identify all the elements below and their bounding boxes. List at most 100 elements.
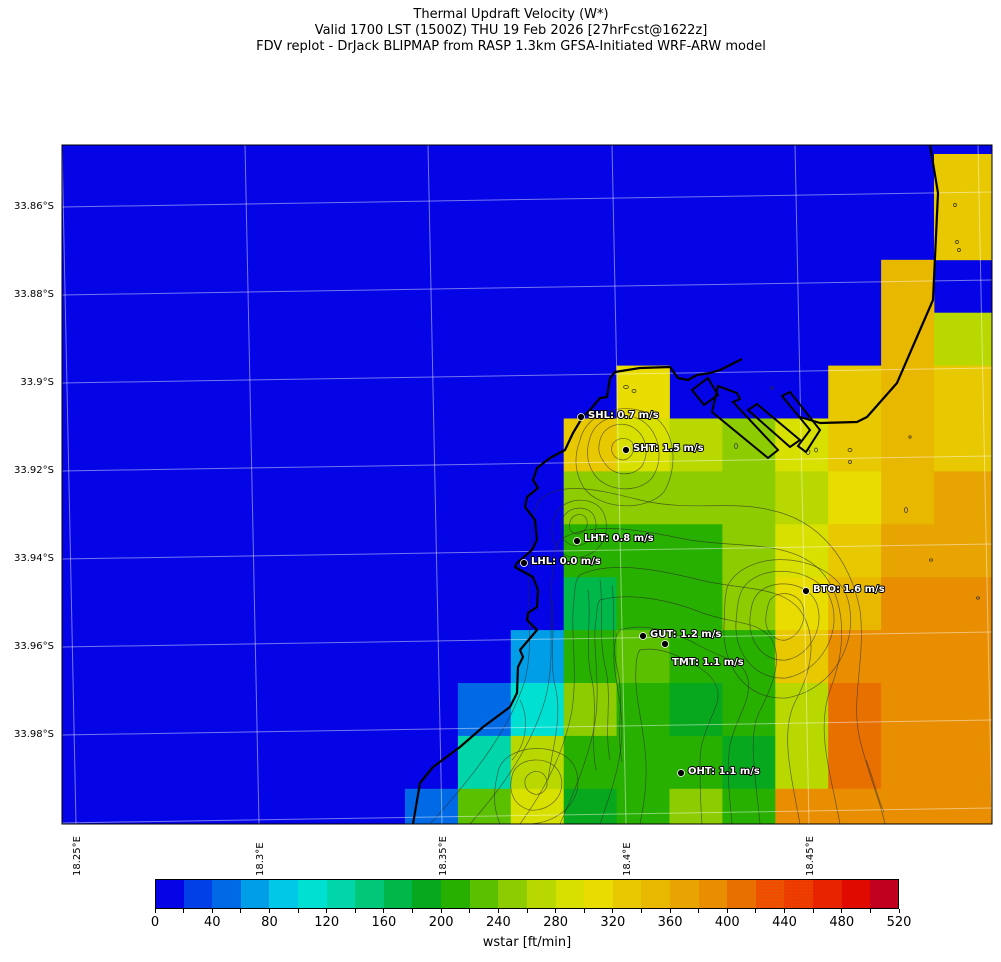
colorbar-tick — [354, 909, 356, 913]
colorbar-tick — [412, 909, 414, 913]
wstar-cell — [616, 788, 670, 824]
colorbar-bin — [641, 879, 670, 909]
wstar-cell — [775, 683, 829, 737]
wstar-cell — [722, 735, 776, 790]
colorbar-tick — [268, 909, 270, 913]
station-SHL: SHL: 0.7 m/s — [577, 409, 660, 422]
colorbar-bin — [813, 879, 842, 909]
colorbar-tick — [612, 909, 614, 913]
wstar-cell — [828, 577, 882, 631]
station-label: GUT: 1.2 m/s — [650, 629, 721, 640]
valid-time-subtitle: Valid 1700 LST (1500Z) THU 19 Feb 2026 [… — [314, 23, 708, 38]
wstar-cell — [457, 735, 512, 790]
colorbar-bin — [441, 879, 470, 909]
wstar-cell — [828, 418, 882, 472]
station-TMT: TMT: 1.1 m/s — [661, 640, 745, 669]
colorbar-bin — [383, 879, 413, 909]
colorbar-bin — [240, 879, 270, 909]
wstar-cell — [828, 683, 882, 737]
colorbar-bin — [526, 879, 556, 909]
wstar-cell — [934, 577, 992, 631]
colorbar-tick — [469, 909, 471, 913]
colorbar-tick-label: 240 — [485, 915, 511, 930]
wstar-cell — [669, 418, 723, 472]
colorbar-bin — [784, 879, 814, 909]
lat-label: 33.96°S — [14, 641, 54, 652]
colorbar-bin — [469, 879, 499, 909]
station-OHT: OHT: 1.1 m/s — [677, 765, 761, 778]
colorbar-tick — [383, 909, 385, 913]
station-label: TMT: 1.1 m/s — [672, 657, 744, 668]
wstar-cell — [934, 630, 992, 684]
wstar-cell — [881, 418, 935, 472]
colorbar-tick — [497, 909, 499, 913]
wstar-cell — [881, 259, 935, 314]
colorbar-tick — [240, 909, 242, 913]
wstar-cell — [510, 683, 565, 737]
colorbar-tick — [755, 909, 757, 913]
wstar-cell — [457, 683, 512, 737]
wstar-cell — [881, 683, 935, 737]
wstar-cell — [563, 418, 617, 472]
coastline-west — [411, 358, 743, 824]
islets — [623, 203, 980, 600]
station-label: BTO: 1.6 m/s — [813, 584, 885, 595]
graticule — [62, 145, 992, 824]
wstar-cell — [616, 365, 670, 419]
colorbar-bin — [498, 879, 527, 909]
wstar-cell — [669, 683, 723, 737]
wstar-cell — [934, 418, 992, 472]
station-marker-icon — [520, 559, 528, 567]
wstar-cell — [934, 154, 992, 208]
wstar-cell — [934, 735, 992, 790]
wstar-cell — [669, 788, 723, 824]
wstar-cell — [934, 524, 992, 578]
colorbar-bin — [698, 879, 728, 909]
wstar-cell — [775, 471, 829, 525]
station-marker-icon — [639, 632, 647, 640]
colorbar-bin — [612, 879, 642, 909]
wstar-cell — [934, 312, 992, 366]
wstar-cell — [881, 577, 935, 631]
colorbar-tick-label: 120 — [314, 915, 340, 930]
colorbar-tick — [784, 909, 786, 913]
wstar-cell — [881, 471, 935, 525]
station-marker-icon — [577, 413, 585, 421]
colorbar-bin — [669, 879, 699, 909]
wstar-cell — [722, 630, 776, 684]
wstar-cell — [616, 577, 670, 631]
colorbar-tick — [812, 909, 814, 913]
wstar-cell — [722, 788, 776, 824]
colorbar-tick-label: 520 — [886, 915, 912, 930]
colorbar-bin — [841, 879, 871, 909]
colorbar-tick — [640, 909, 642, 913]
colorbar-tick-label: 160 — [371, 915, 397, 930]
coastline-east — [799, 145, 940, 425]
wstar-cell — [510, 735, 565, 790]
wstar-cell — [775, 788, 829, 824]
station-label: SHL: 0.7 m/s — [588, 410, 659, 421]
colorbar-tick — [583, 909, 585, 913]
lat-label: 33.98°S — [14, 729, 54, 740]
lon-label: 18.4°E — [622, 842, 633, 876]
station-marker-icon — [802, 587, 810, 595]
colorbar-tick-label: 280 — [543, 915, 569, 930]
wstar-cell — [510, 630, 565, 684]
wstar-cell — [775, 630, 829, 684]
colorbar-tick — [526, 909, 528, 913]
wstar-cell — [669, 577, 723, 631]
map-frame — [61, 144, 993, 825]
colorbar-bin — [155, 879, 184, 909]
colorbar-tick-label: 200 — [428, 915, 454, 930]
wstar-cell — [934, 365, 992, 419]
wstar-cell — [722, 524, 776, 578]
figure-title: Thermal Updraft Velocity (W*) — [413, 7, 609, 22]
station-LHT: LHT: 0.8 m/s — [573, 532, 655, 545]
wstar-cell — [722, 683, 776, 737]
colorbar — [155, 879, 899, 909]
colorbar-tick-label: 400 — [714, 915, 740, 930]
wstar-cell — [934, 471, 992, 525]
colorbar-tick-label: 80 — [261, 915, 278, 930]
lon-label: 18.45°E — [805, 836, 816, 876]
